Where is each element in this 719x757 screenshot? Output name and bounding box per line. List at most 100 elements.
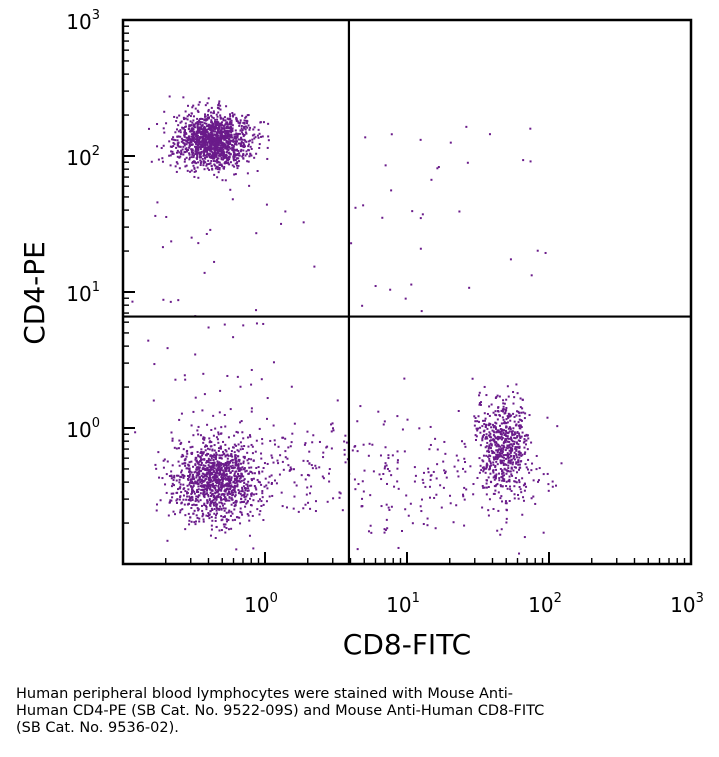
scatter-point bbox=[206, 502, 209, 505]
scatter-point bbox=[217, 111, 220, 114]
scatter-point bbox=[231, 146, 234, 149]
scatter-point bbox=[507, 416, 510, 419]
scatter-point bbox=[249, 510, 252, 513]
scatter-point bbox=[250, 154, 253, 157]
scatter-point bbox=[190, 460, 193, 463]
scatter-point bbox=[200, 474, 203, 477]
scatter-point bbox=[184, 378, 187, 381]
scatter-point bbox=[243, 467, 246, 470]
scatter-point bbox=[176, 151, 179, 154]
scatter-point bbox=[354, 445, 357, 448]
scatter-point bbox=[215, 474, 218, 477]
scatter-point bbox=[182, 494, 185, 497]
scatter-point bbox=[242, 149, 245, 152]
scatter-point bbox=[204, 119, 207, 122]
scatter-point bbox=[255, 466, 258, 469]
scatter-point bbox=[205, 155, 208, 158]
scatter-point bbox=[504, 463, 507, 466]
scatter-point bbox=[190, 520, 193, 523]
scatter-point bbox=[192, 115, 195, 118]
scatter-point bbox=[499, 467, 502, 470]
scatter-point bbox=[222, 465, 225, 468]
scatter-point bbox=[169, 164, 172, 167]
scatter-point bbox=[247, 514, 250, 517]
scatter-point bbox=[219, 138, 222, 141]
scatter-point bbox=[190, 135, 193, 138]
scatter-point bbox=[234, 500, 237, 503]
scatter-point bbox=[516, 461, 519, 464]
scatter-point bbox=[523, 482, 526, 485]
scatter-point bbox=[179, 145, 182, 148]
scatter-point bbox=[208, 137, 211, 140]
scatter-point bbox=[246, 483, 249, 486]
scatter-point bbox=[490, 403, 493, 406]
scatter-point bbox=[220, 128, 223, 131]
scatter-point bbox=[502, 448, 505, 451]
scatter-point bbox=[211, 152, 214, 155]
scatter-point bbox=[250, 458, 253, 461]
scatter-point bbox=[195, 145, 198, 148]
scatter-point bbox=[231, 464, 234, 467]
scatter-point bbox=[211, 448, 214, 451]
scatter-point bbox=[239, 476, 242, 479]
scatter-point bbox=[536, 249, 539, 252]
scatter-point bbox=[497, 456, 500, 459]
scatter-point bbox=[252, 547, 255, 550]
scatter-point bbox=[200, 156, 203, 159]
scatter-point bbox=[502, 463, 505, 466]
scatter-point bbox=[225, 154, 228, 157]
scatter-point bbox=[220, 529, 223, 532]
scatter-point bbox=[430, 178, 433, 181]
scatter-point bbox=[228, 461, 231, 464]
scatter-point bbox=[214, 130, 217, 133]
scatter-point bbox=[345, 441, 348, 444]
scatter-point bbox=[242, 141, 245, 144]
scatter-point bbox=[196, 109, 199, 112]
scatter-point bbox=[231, 139, 234, 142]
scatter-point bbox=[190, 488, 193, 491]
scatter-point bbox=[229, 129, 232, 132]
scatter-point bbox=[257, 466, 260, 469]
scatter-point bbox=[249, 152, 252, 155]
scatter-point bbox=[190, 141, 193, 144]
scatter-point bbox=[513, 493, 516, 496]
scatter-point bbox=[201, 509, 204, 512]
scatter-point bbox=[226, 135, 229, 138]
scatter-point bbox=[529, 127, 532, 130]
scatter-point bbox=[237, 465, 240, 468]
scatter-point bbox=[515, 423, 518, 426]
scatter-point bbox=[218, 140, 221, 143]
scatter-point bbox=[515, 383, 518, 386]
scatter-point bbox=[190, 236, 193, 239]
scatter-point bbox=[497, 438, 500, 441]
scatter-point bbox=[494, 436, 497, 439]
scatter-point bbox=[172, 145, 175, 148]
scatter-point bbox=[216, 121, 219, 124]
scatter-point bbox=[172, 152, 175, 155]
scatter-point bbox=[210, 159, 213, 162]
scatter-point bbox=[208, 168, 211, 171]
scatter-point bbox=[247, 145, 250, 148]
scatter-point bbox=[195, 468, 198, 471]
scatter-point bbox=[288, 469, 291, 472]
scatter-point bbox=[266, 417, 269, 420]
scatter-point bbox=[494, 489, 497, 492]
scatter-point bbox=[488, 451, 491, 454]
scatter-point bbox=[202, 162, 205, 165]
scatter-point bbox=[204, 478, 207, 481]
scatter-point bbox=[473, 424, 476, 427]
scatter-point bbox=[205, 445, 208, 448]
scatter-point bbox=[219, 432, 222, 435]
scatter-point bbox=[266, 397, 269, 400]
scatter-point bbox=[343, 453, 346, 456]
scatter-point bbox=[217, 146, 220, 149]
scatter-point bbox=[201, 138, 204, 141]
scatter-point bbox=[228, 155, 231, 158]
scatter-point bbox=[233, 508, 236, 511]
scatter-point bbox=[510, 454, 513, 457]
scatter-point bbox=[502, 462, 505, 465]
scatter-point bbox=[489, 432, 492, 435]
scatter-point bbox=[221, 154, 224, 157]
scatter-point bbox=[225, 141, 228, 144]
scatter-point bbox=[201, 458, 204, 461]
